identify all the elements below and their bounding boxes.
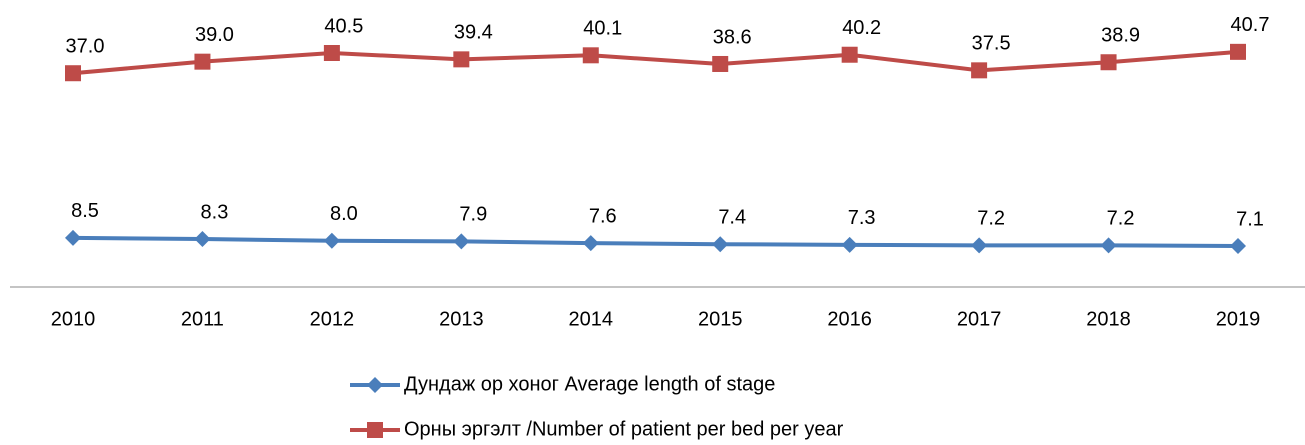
marker bbox=[453, 233, 470, 250]
series-line bbox=[72, 235, 1239, 248]
series-line bbox=[72, 49, 1239, 76]
marker bbox=[841, 46, 858, 63]
data-label: 7.1 bbox=[1236, 208, 1264, 230]
marker bbox=[367, 377, 383, 393]
marker bbox=[1230, 43, 1246, 60]
x-tick-label: 2010 bbox=[51, 308, 96, 330]
marker bbox=[971, 237, 988, 254]
x-tick-label: 2014 bbox=[569, 308, 614, 330]
data-label: 7.2 bbox=[977, 208, 1005, 230]
marker bbox=[323, 45, 340, 61]
data-label: 39.0 bbox=[195, 24, 234, 46]
data-label: 39.4 bbox=[454, 22, 493, 44]
x-tick-label: 2016 bbox=[827, 308, 872, 330]
marker bbox=[971, 62, 988, 79]
marker bbox=[194, 231, 211, 248]
data-label: 7.6 bbox=[589, 205, 617, 227]
data-label: 40.5 bbox=[324, 15, 363, 37]
x-tick-label: 2015 bbox=[698, 308, 743, 330]
data-label: 38.6 bbox=[713, 26, 752, 48]
marker bbox=[582, 235, 599, 252]
marker bbox=[582, 47, 599, 64]
marker bbox=[65, 65, 81, 82]
data-label: 7.3 bbox=[848, 207, 876, 229]
marker bbox=[712, 236, 729, 253]
data-label: 37.0 bbox=[66, 36, 105, 58]
data-label: 7.9 bbox=[459, 204, 487, 226]
data-label: 37.5 bbox=[972, 33, 1011, 55]
data-label: 7.4 bbox=[718, 207, 746, 229]
data-label: 7.2 bbox=[1107, 208, 1135, 230]
data-label: 8.0 bbox=[330, 203, 358, 225]
x-tick-label: 2013 bbox=[439, 308, 484, 330]
marker bbox=[323, 232, 340, 249]
data-label: 8.5 bbox=[71, 200, 99, 222]
x-tick-label: 2011 bbox=[181, 308, 224, 330]
data-label: 38.9 bbox=[1101, 25, 1140, 47]
marker bbox=[453, 51, 470, 68]
x-tick-label: 2012 bbox=[310, 308, 355, 330]
x-tick-label: 2018 bbox=[1086, 308, 1131, 330]
legend-label: Орны эргэлт /Number of patient per bed p… bbox=[404, 418, 844, 440]
legend-label: Дундаж ор хоног Average length of stage bbox=[404, 373, 775, 395]
x-tick-label: 2017 bbox=[957, 308, 1002, 330]
marker bbox=[712, 55, 729, 72]
marker bbox=[367, 422, 383, 438]
marker bbox=[1230, 237, 1246, 254]
data-label: 40.7 bbox=[1231, 14, 1270, 36]
data-label: 40.2 bbox=[842, 17, 881, 39]
marker bbox=[194, 53, 211, 70]
marker bbox=[841, 236, 858, 253]
x-tick-label: 2019 bbox=[1216, 308, 1261, 330]
marker bbox=[1100, 54, 1117, 71]
marker bbox=[1100, 237, 1117, 254]
marker bbox=[65, 229, 81, 246]
data-label: 8.3 bbox=[201, 201, 229, 223]
data-label: 40.1 bbox=[583, 18, 622, 40]
